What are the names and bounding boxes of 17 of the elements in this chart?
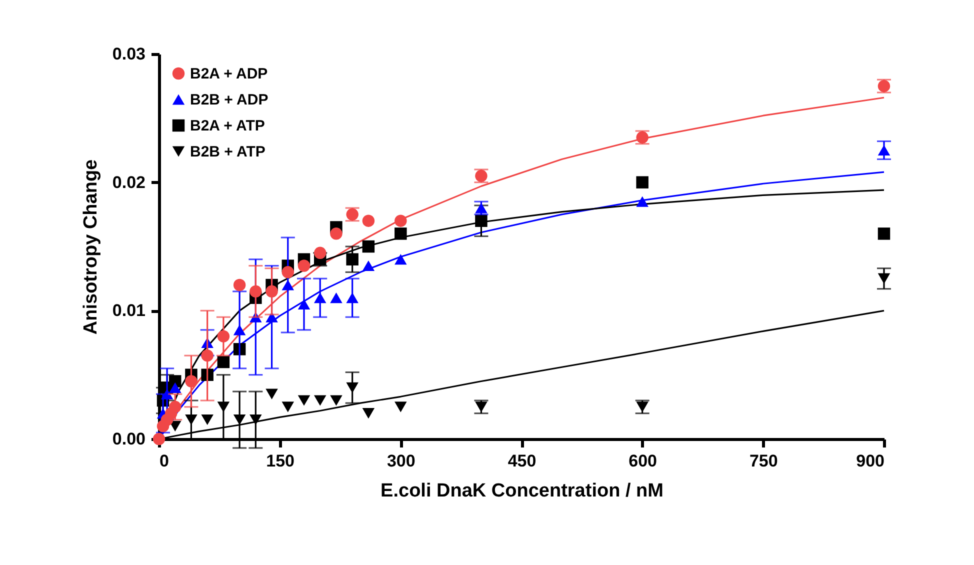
x-tick-label: 0 [160,452,169,470]
x-tick-label: 750 [749,452,778,470]
x-tick-label: 600 [628,452,658,470]
legend-label: B2A + ATP [190,118,265,134]
x-tick-label: 900 [856,452,884,470]
legend-label: B2B + ATP [190,144,266,160]
y-tick-label: 0.00 [112,430,146,448]
x-tick-label: 150 [266,452,295,470]
x-tick-label: 300 [386,452,416,470]
y-tick-label: 0.01 [112,301,146,320]
x-tick-label: 450 [508,452,536,470]
legend-label: B2A + ADP [190,66,268,82]
y-tick-label: 0.03 [112,44,146,64]
legend-label: B2B + ADP [190,92,268,108]
y-axis-title: Anisotropy Change [80,159,102,335]
x-axis-title: E.coli DnaK Concentration / nM [380,480,664,502]
y-tick-label: 0.02 [112,172,146,192]
